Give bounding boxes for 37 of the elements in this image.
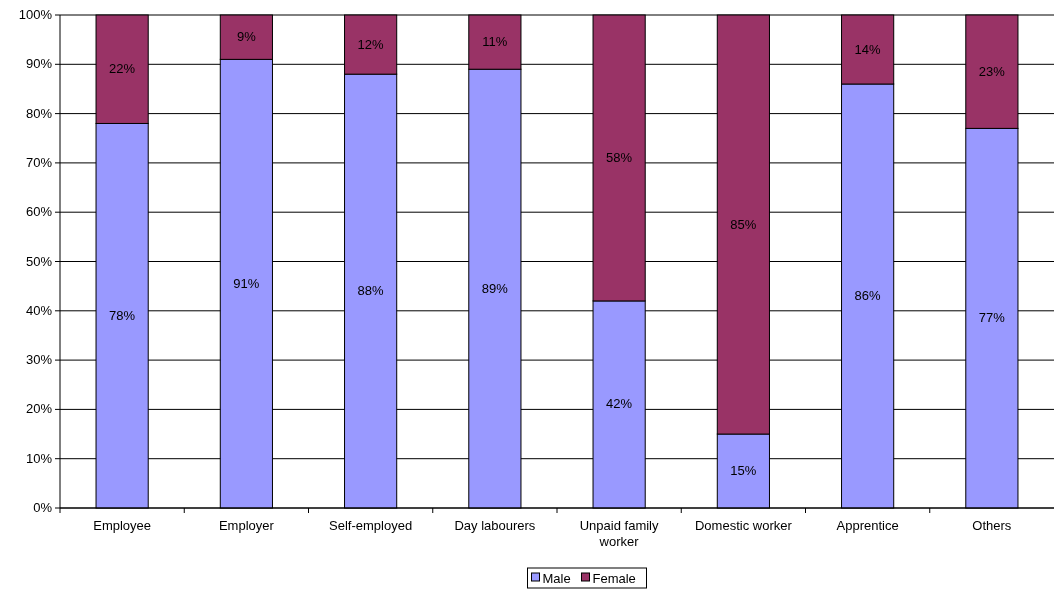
data-label: 58%	[606, 149, 633, 165]
y-tick-label: 10%	[25, 450, 53, 466]
y-tick-label: 30%	[25, 352, 53, 368]
x-tick-label: Domestic worker	[694, 518, 793, 533]
data-label: 42%	[606, 396, 633, 412]
x-tick-label: Others	[972, 518, 1012, 533]
y-tick-label: 0%	[33, 500, 53, 515]
data-label: 12%	[357, 36, 385, 52]
y-tick-label: 100%	[18, 7, 53, 22]
y-tick-label: 60%	[25, 204, 53, 220]
legend-label: Female	[592, 571, 636, 586]
y-tick-label: 20%	[25, 401, 53, 417]
x-tick-label: Self-employed	[329, 518, 413, 533]
data-label: 89%	[481, 280, 509, 296]
y-tick-label: 80%	[25, 105, 53, 121]
data-label: 11%	[482, 34, 508, 50]
y-tick-label: 70%	[25, 154, 53, 170]
data-label: 86%	[854, 288, 882, 304]
x-tick-label: Apprentice	[836, 518, 899, 533]
y-tick-label: 90%	[25, 56, 53, 72]
data-label: 23%	[978, 63, 1006, 79]
data-label: 22%	[109, 61, 136, 77]
data-label: 15%	[730, 463, 757, 479]
x-tick-label: Employee	[93, 518, 152, 533]
data-label: 91%	[233, 275, 260, 291]
x-tick-label: Day labourers	[454, 518, 536, 533]
data-label: 77%	[978, 310, 1006, 326]
data-label: 78%	[109, 307, 136, 323]
legend-label: Male	[542, 571, 571, 586]
x-tick-label: Employer	[218, 518, 275, 533]
data-label: 14%	[854, 41, 882, 57]
data-label: 85%	[730, 216, 757, 232]
data-label: 88%	[357, 283, 385, 299]
x-tick-label: Unpaid family worker	[579, 518, 659, 549]
y-tick-label: 50%	[25, 253, 53, 269]
data-label: 9%	[236, 29, 257, 45]
y-tick-label: 40%	[25, 302, 53, 318]
